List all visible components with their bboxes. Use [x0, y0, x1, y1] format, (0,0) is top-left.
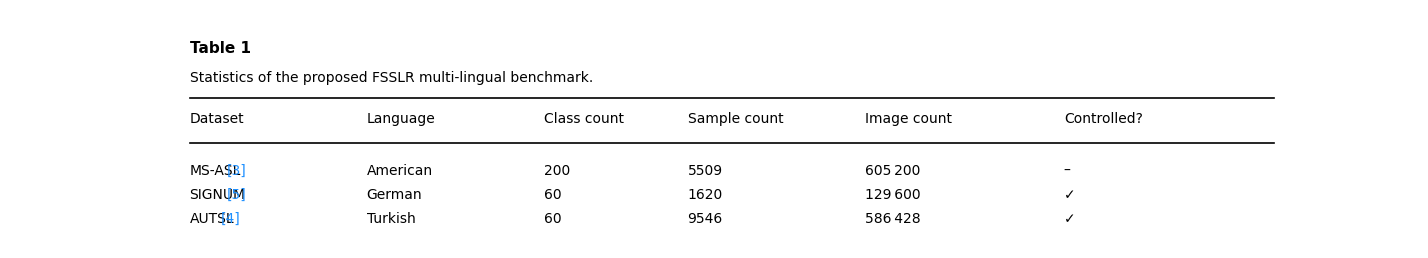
Text: Dataset: Dataset: [190, 112, 244, 126]
Text: 9546: 9546: [688, 212, 723, 226]
Text: MS-ASL: MS-ASL: [190, 164, 241, 178]
Text: Turkish: Turkish: [367, 212, 416, 226]
Text: American: American: [367, 164, 433, 178]
Text: AUTSL: AUTSL: [190, 212, 234, 226]
Text: Controlled?: Controlled?: [1064, 112, 1142, 126]
Text: 5509: 5509: [688, 164, 723, 178]
Text: Language: Language: [367, 112, 436, 126]
Text: Sample count: Sample count: [688, 112, 783, 126]
Text: 605 200: 605 200: [865, 164, 920, 178]
Text: Image count: Image count: [865, 112, 951, 126]
Text: [5]: [5]: [227, 188, 247, 202]
Text: [3]: [3]: [227, 164, 247, 178]
Text: SIGNUM: SIGNUM: [190, 188, 246, 202]
Text: 200: 200: [544, 164, 570, 178]
Text: 586 428: 586 428: [865, 212, 920, 226]
Text: 60: 60: [544, 188, 561, 202]
Text: Table 1: Table 1: [190, 41, 250, 56]
Text: [4]: [4]: [221, 212, 241, 226]
Text: ✓: ✓: [1064, 188, 1075, 202]
Text: ✓: ✓: [1064, 212, 1075, 226]
Text: German: German: [367, 188, 423, 202]
Text: Statistics of the proposed FSSLR multi-lingual benchmark.: Statistics of the proposed FSSLR multi-l…: [190, 71, 593, 85]
Text: 129 600: 129 600: [865, 188, 920, 202]
Text: 60: 60: [544, 212, 561, 226]
Text: 1620: 1620: [688, 188, 723, 202]
Text: Class count: Class count: [544, 112, 624, 126]
Text: –: –: [1064, 164, 1071, 178]
